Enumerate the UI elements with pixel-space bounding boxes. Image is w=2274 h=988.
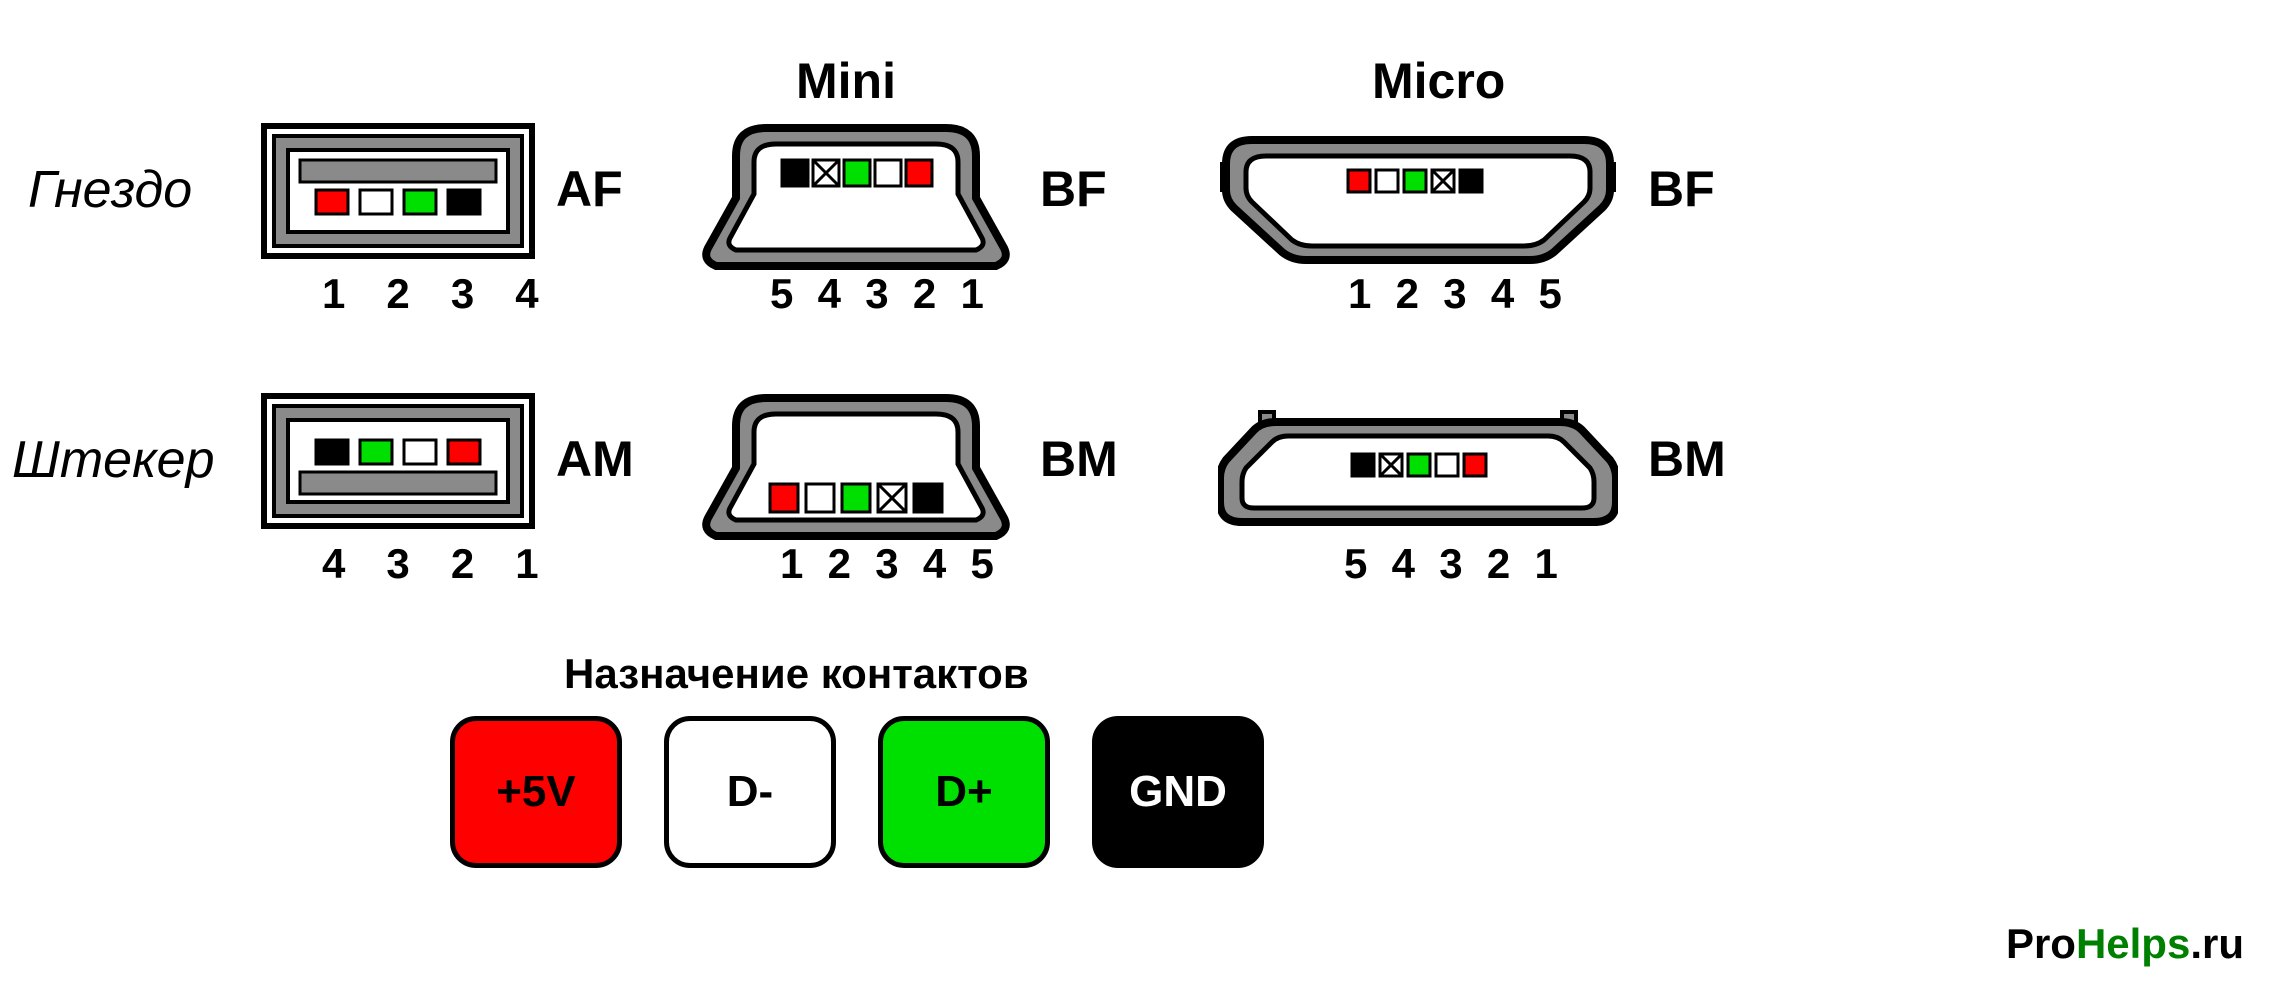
pins-af: 1 2 3 4 (322, 270, 553, 318)
connector-mini-bm (696, 388, 1016, 558)
pins-micro-bf: 1 2 3 4 5 (1348, 270, 1568, 318)
connector-micro-bf (1218, 130, 1618, 280)
legend-label-dminus: D- (727, 767, 773, 817)
label-mini-bm: BM (1040, 430, 1118, 488)
watermark-ru: .ru (2190, 920, 2244, 967)
label-micro-bf: BF (1648, 160, 1715, 218)
label-mini-bf: BF (1040, 160, 1107, 218)
legend-row: +5V D- D+ GND (450, 716, 1264, 868)
legend-title: Назначение контактов (564, 650, 1029, 698)
pins-am: 4 3 2 1 (322, 540, 553, 588)
legend-swatch-5v: +5V (450, 716, 622, 868)
label-af: AF (556, 160, 623, 218)
legend-swatch-dplus: D+ (878, 716, 1050, 868)
connector-am (258, 390, 538, 550)
legend-swatch-dminus: D- (664, 716, 836, 868)
watermark-pro: Pro (2006, 920, 2076, 967)
col-header-mini: Mini (796, 52, 896, 110)
watermark: ProHelps.ru (2006, 920, 2244, 968)
label-am: AM (556, 430, 634, 488)
legend-label-gnd: GND (1129, 767, 1227, 817)
legend-label-dplus: D+ (935, 767, 992, 817)
pins-micro-bm: 5 4 3 2 1 (1344, 540, 1564, 588)
row-label-socket: Гнездо (28, 160, 192, 220)
pins-mini-bm: 1 2 3 4 5 (780, 540, 1000, 588)
legend-swatch-gnd: GND (1092, 716, 1264, 868)
legend-label-5v: +5V (496, 767, 576, 817)
connector-mini-bf (696, 118, 1016, 288)
connector-micro-bm (1218, 410, 1618, 540)
col-header-micro: Micro (1372, 52, 1505, 110)
row-label-plug: Штекер (12, 430, 215, 490)
watermark-helps: Helps (2076, 920, 2190, 967)
pins-mini-bf: 5 4 3 2 1 (770, 270, 990, 318)
connector-af (258, 120, 538, 280)
label-micro-bm: BM (1648, 430, 1726, 488)
